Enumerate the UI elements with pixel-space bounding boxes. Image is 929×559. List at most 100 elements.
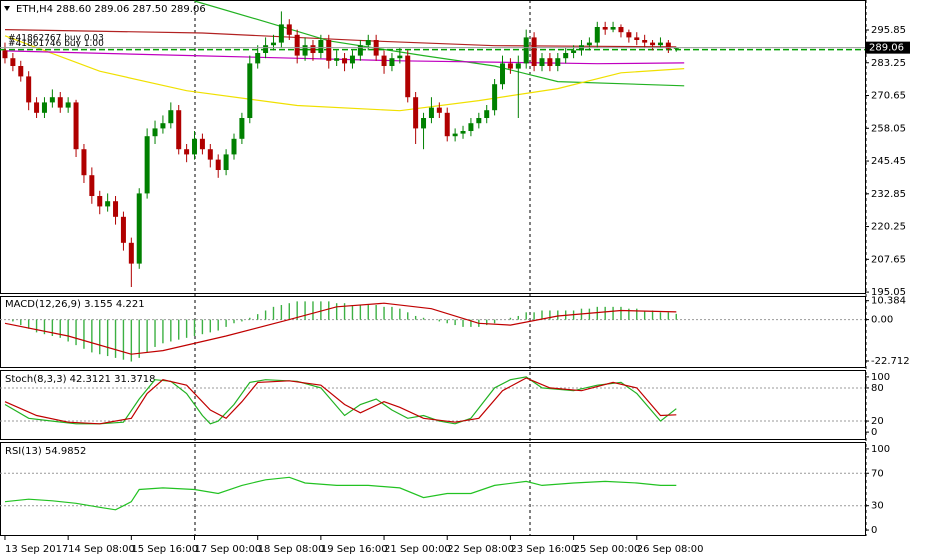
candle-body [586,42,592,46]
candle-body [389,58,395,67]
y-tick-label: 295.85 [871,25,906,36]
price-tag [866,41,910,54]
candle-body [642,40,648,43]
candle-body [199,138,205,150]
candle-body [436,107,442,113]
candle-body [278,24,284,43]
candle-body [128,242,134,264]
candle-body [500,63,506,85]
candle-body [18,66,24,77]
x-tick-label: 23 Sep 16:00 [510,544,577,555]
candle-body [41,102,47,113]
y-tick-label: 270.65 [871,91,906,102]
candle-body [294,34,300,56]
candle-body [81,149,87,176]
stoch-title: Stoch(8,3,3) 42.3121 31.3718 [5,374,156,385]
candle-body [34,102,40,113]
candle-body [334,58,340,61]
candle-body [563,53,569,59]
candle-body [547,58,553,67]
indicator-line [194,0,685,87]
candle-body [26,76,32,103]
candle-body [476,118,482,124]
candle-body [444,112,450,137]
x-tick-label: 13 Sep 2017 [5,544,68,555]
candle-body [421,118,427,129]
candle-body [97,196,103,207]
candle-body [302,45,308,56]
candle-body [618,27,624,33]
candle-body [160,123,166,129]
candle-body [492,84,498,111]
candle-body [270,42,276,46]
candle-body [207,149,213,160]
candle-body [215,159,221,171]
candle-body [176,110,182,150]
rsi-title: RSI(13) 54.9852 [5,446,86,457]
candle-body [626,32,632,38]
candle-body [105,201,111,207]
candle-body [349,55,355,64]
y-tick-label: 80 [871,383,884,394]
candle-body [413,97,419,129]
indicator-line [4,376,677,425]
candle-body [610,27,616,30]
candle-body [381,55,387,67]
candle-body [650,42,656,46]
candle-body [342,58,348,64]
price-tag-label: 289.06 [869,43,904,54]
candle-body [184,149,190,155]
x-tick-label: 14 Sep 08:00 [68,544,135,555]
chart-title: ETH,H4 288.60 289.06 287.50 289.06 [16,4,206,15]
x-tick-label: 17 Sep 00:00 [195,544,262,555]
candle-body [397,55,403,59]
candle-body [286,24,292,35]
candle-body [452,133,458,137]
candle-body [144,136,150,194]
order-label: #41862767 buy 0.03 [8,33,104,43]
y-tick-label: 258.05 [871,123,906,134]
y-tick-label: 220.25 [871,222,906,233]
candle-body [507,63,513,69]
candle-body [231,138,237,155]
menu-arrow[interactable] [4,6,10,11]
order-label: #41861746 buy 1.00 [8,39,104,49]
candle-body [665,42,671,49]
candle-body [65,102,71,108]
y-tick-label: 195.05 [871,287,906,298]
candle-body [484,110,490,119]
y-tick-label: 0.00 [871,315,893,326]
y-tick-label: 10.384 [871,296,906,307]
x-tick-label: 15 Sep 16:00 [131,544,198,555]
indicator-line [4,35,685,112]
candle-body [239,118,245,139]
candle-body [571,50,577,54]
y-tick-label: 70 [871,468,884,479]
candle-body [539,58,545,67]
candle-body [523,37,529,64]
y-tick-label: 232.85 [871,189,906,200]
y-tick-label: -22.712 [871,356,910,367]
candle-body [136,193,142,264]
candle-body [405,55,411,98]
indicator-line [4,377,677,425]
candle-body [2,50,8,59]
x-tick-label: 22 Sep 08:00 [447,544,514,555]
candle-body [120,216,126,243]
y-tick-label: 30 [871,501,884,512]
macd-title: MACD(12,26,9) 3.155 4.221 [5,299,145,310]
indicator-line [4,302,677,355]
candle-body [673,47,679,49]
candle-body [602,27,608,30]
candle-body [326,40,332,61]
candle-body [49,97,55,103]
candle-body [168,110,174,124]
candle-body [657,42,663,46]
candle-body [428,107,434,119]
y-tick-label: 100 [871,372,890,383]
candle-body [594,27,600,43]
candle-body [555,58,561,67]
candle-body [73,102,79,150]
